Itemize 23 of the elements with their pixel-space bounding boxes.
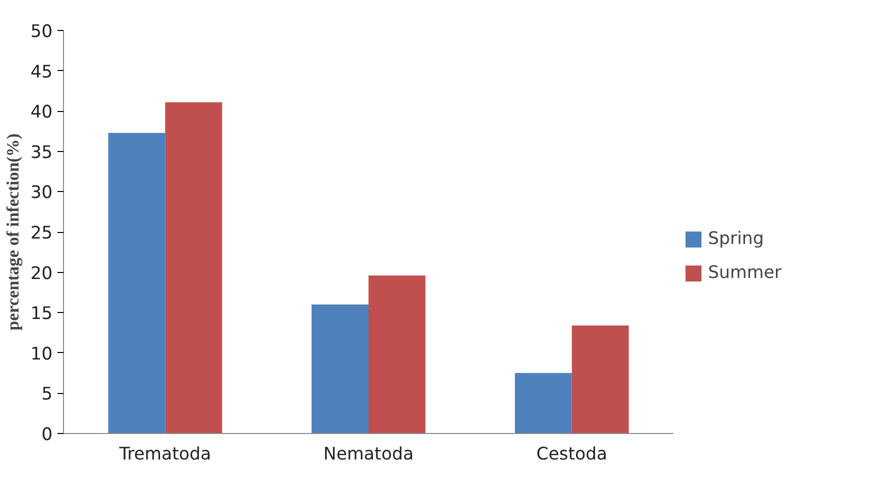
y-tick-label: 45 [30,62,53,82]
bar [312,304,368,434]
bar [514,373,572,434]
x-tick-label: Cestoda [536,444,608,464]
x-tick-label: Nematoda [323,444,414,464]
y-tick-label: 35 [30,142,53,163]
legend-label: Summer [708,263,782,283]
x-tick-label: Trematoda [118,444,212,464]
y-tick-label: 40 [30,102,53,123]
y-tick-label: 5 [41,384,53,405]
y-tick-label: 50 [30,22,53,42]
y-tick-label: 25 [30,224,53,244]
bar [165,102,222,434]
y-tick-label: 20 [30,264,53,284]
bar [108,132,166,434]
bar [572,325,629,434]
y-tick-label: 15 [30,304,53,324]
y-axis-title: percentage of infection(%) [3,133,22,330]
y-tick-label: 10 [30,344,53,364]
y-tick-label: 30 [30,183,53,204]
bar [368,276,426,434]
legend-label: Spring [708,229,764,249]
y-tick-label: 0 [41,425,53,445]
